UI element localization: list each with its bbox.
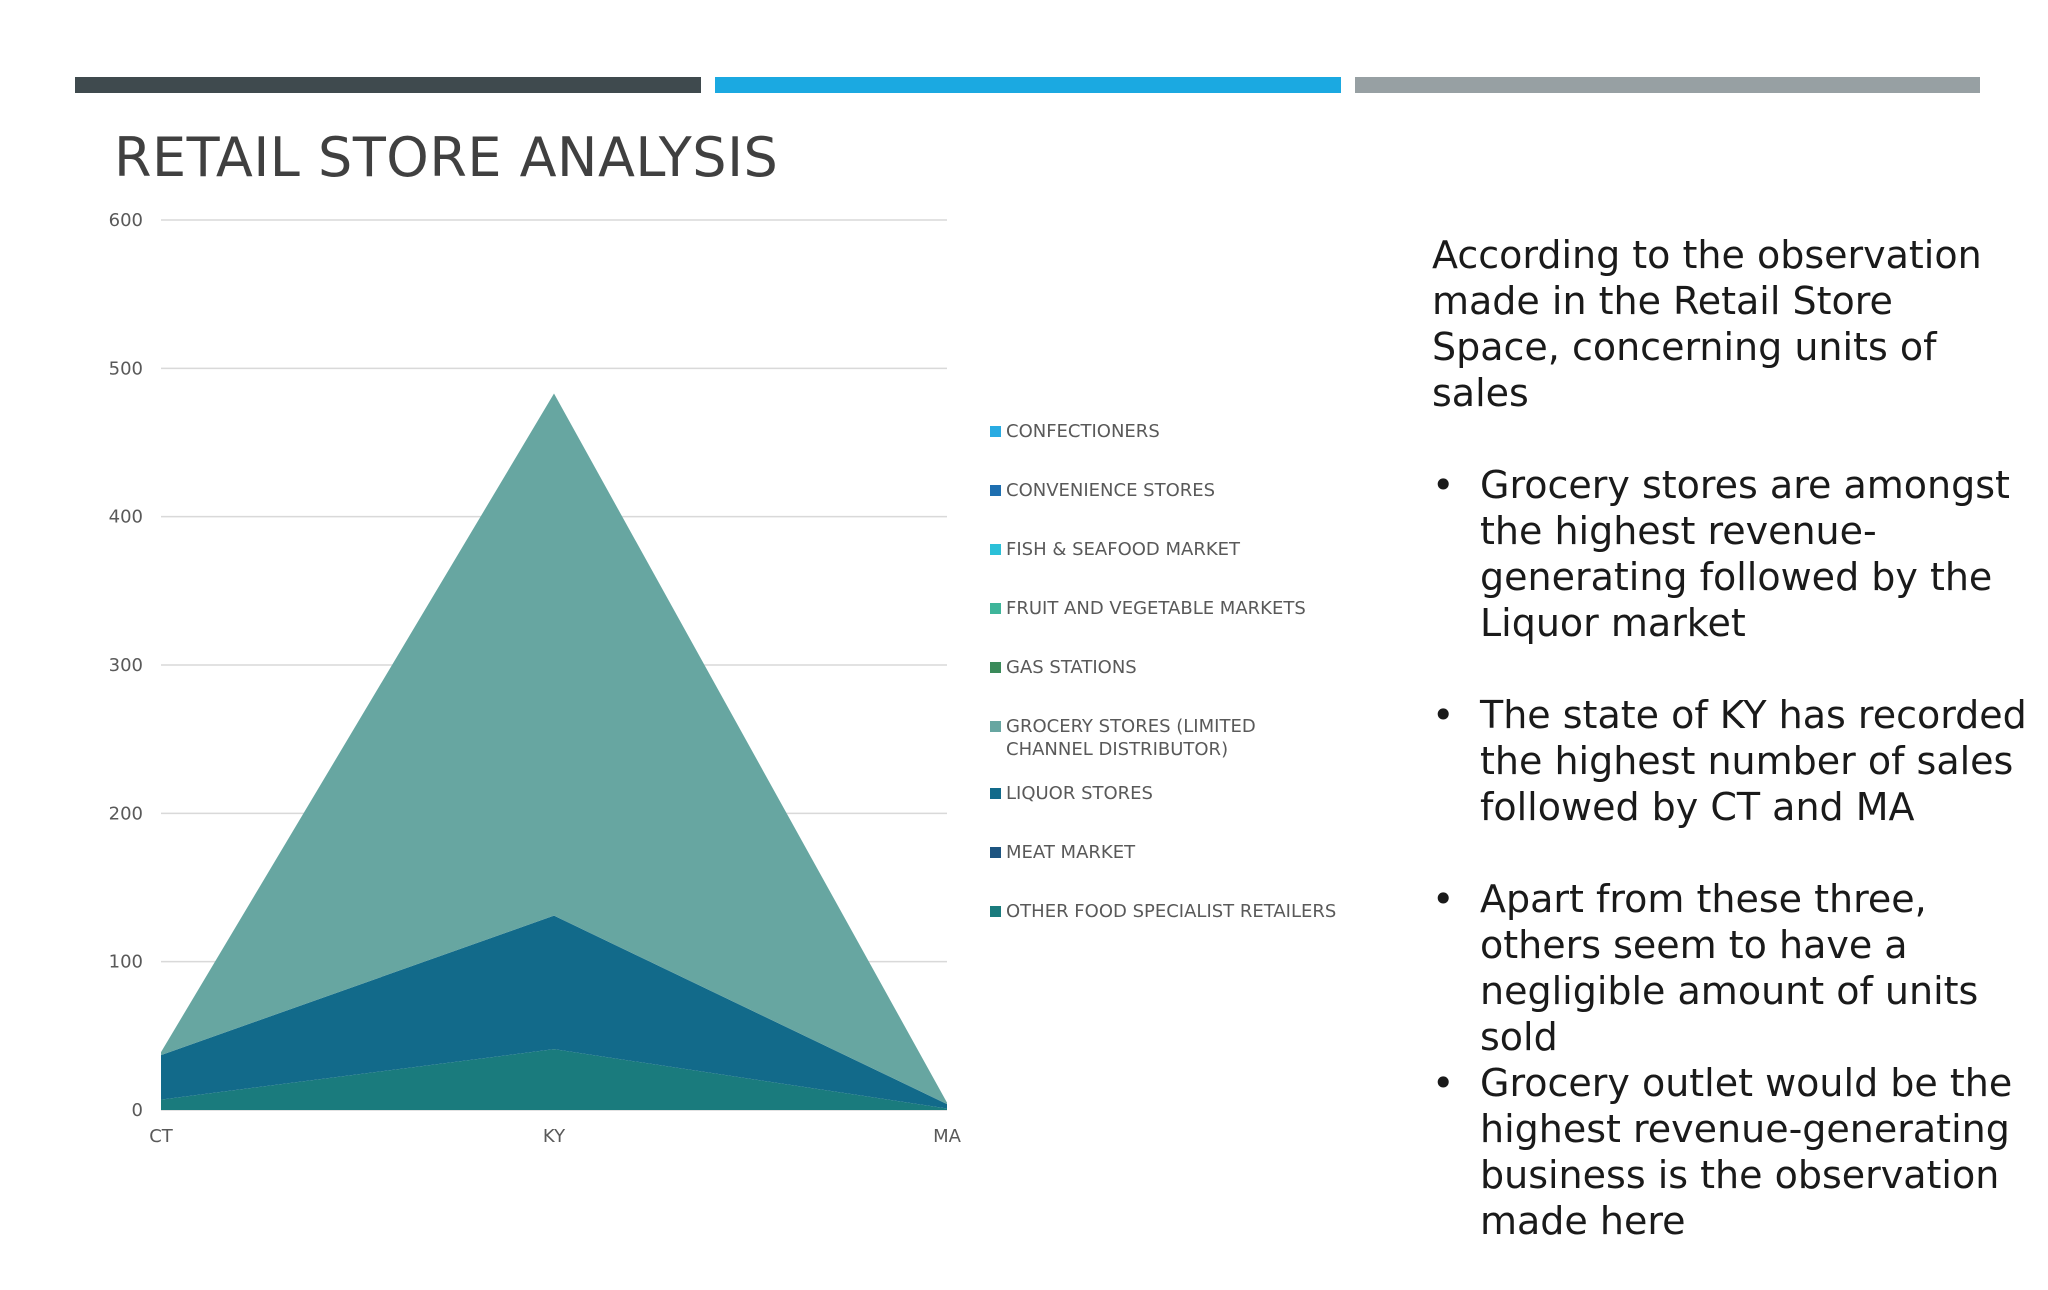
x-tick-label: KY xyxy=(543,1126,566,1147)
legend-item: MEAT MARKET xyxy=(990,841,1346,864)
area-series xyxy=(161,915,947,1109)
legend-label: GAS STATIONS xyxy=(1006,657,1137,678)
legend-label: CONFECTIONERS xyxy=(1006,421,1160,442)
x-tick-label: CT xyxy=(149,1126,174,1147)
y-tick-label: 400 xyxy=(109,507,143,528)
legend-swatch xyxy=(990,662,1001,673)
legend-item: OTHER FOOD SPECIALIST RETAILERS xyxy=(990,900,1346,923)
y-tick-label: 200 xyxy=(109,803,143,824)
y-tick-label: 500 xyxy=(109,358,143,379)
legend-label: FISH & SEAFOOD MARKET xyxy=(1006,539,1241,560)
legend-swatch xyxy=(990,603,1001,614)
y-tick-label: 0 xyxy=(132,1100,143,1121)
y-tick-label: 300 xyxy=(109,655,143,676)
legend-swatch xyxy=(990,485,1001,496)
page-title: RETAIL STORE ANALYSIS xyxy=(114,126,779,189)
notes-intro: According to the observation made in the… xyxy=(1432,233,1982,415)
legend-label: LIQUOR STORES xyxy=(1006,783,1153,804)
legend-swatch xyxy=(990,426,1001,437)
area-series xyxy=(161,1049,947,1110)
header-bar-blue xyxy=(715,77,1341,93)
bullet-icon: • xyxy=(1432,463,1455,507)
bullet-text: Grocery stores are amongst the highest r… xyxy=(1480,463,2010,645)
legend-item: LIQUOR STORES xyxy=(990,782,1346,805)
y-tick-label: 600 xyxy=(109,210,143,231)
legend-label: MEAT MARKET xyxy=(1006,842,1136,863)
stacked-area-chart: 0 100 200 300 400 500 600 CT KY MA xyxy=(109,210,962,1147)
header-bar-dark xyxy=(75,77,701,93)
bullet-text: The state of KY has recorded the highest… xyxy=(1480,693,2027,829)
legend-swatch xyxy=(990,906,1001,917)
legend-item: FRUIT AND VEGETABLE MARKETS xyxy=(990,597,1346,620)
observation-notes: According to the observation made in the… xyxy=(1432,232,2032,1290)
bullet-text: Grocery outlet would be the highest reve… xyxy=(1480,1061,2013,1243)
notes-bullet: • The state of KY has recorded the highes… xyxy=(1432,692,2032,830)
bullet-text: Apart from these three, others seem to h… xyxy=(1480,877,1979,1059)
legend-item: GAS STATIONS xyxy=(990,656,1346,679)
notes-bullet: • Grocery stores are amongst the highest … xyxy=(1432,462,2032,646)
header-bar-gray xyxy=(1355,77,1980,93)
legend-item: GROCERY STORES (LIMITED CHANNEL DISTRIBU… xyxy=(990,715,1346,761)
legend-swatch xyxy=(990,788,1001,799)
y-tick-label: 100 xyxy=(109,952,143,973)
legend-item: CONFECTIONERS xyxy=(990,420,1346,443)
notes-bullet: • Apart from these three, others seem to … xyxy=(1432,876,2032,1060)
area-series xyxy=(161,393,947,1105)
bullet-icon: • xyxy=(1432,693,1455,737)
bullet-icon: • xyxy=(1432,1061,1455,1105)
legend-label: OTHER FOOD SPECIALIST RETAILERS xyxy=(1006,901,1337,922)
notes-bullet: • Grocery outlet would be the highest rev… xyxy=(1432,1060,2032,1244)
legend-swatch xyxy=(990,721,1001,732)
legend-label: GROCERY STORES (LIMITED CHANNEL DISTRIBU… xyxy=(1006,716,1256,760)
legend-swatch xyxy=(990,847,1001,858)
bullet-icon: • xyxy=(1432,877,1455,921)
legend-item: CONVENIENCE STORES xyxy=(990,479,1346,502)
notes-bullet-list: • Grocery stores are amongst the highest … xyxy=(1432,462,2032,1244)
legend-item: FISH & SEAFOOD MARKET xyxy=(990,538,1346,561)
legend-label: FRUIT AND VEGETABLE MARKETS xyxy=(1006,598,1306,619)
legend-swatch xyxy=(990,544,1001,555)
legend-label: CONVENIENCE STORES xyxy=(1006,480,1216,501)
x-tick-label: MA xyxy=(933,1126,962,1147)
